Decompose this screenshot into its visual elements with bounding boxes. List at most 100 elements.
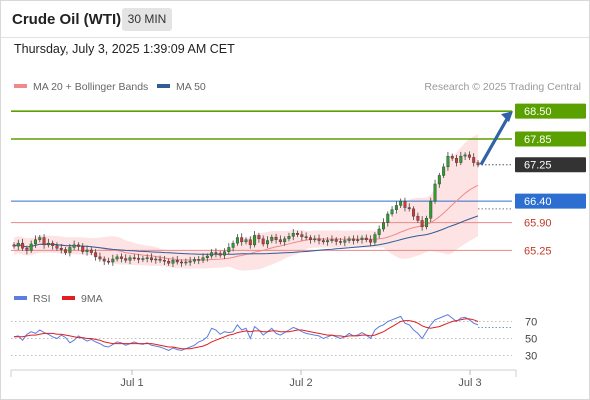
candle-body [472, 157, 476, 163]
candle-body [12, 244, 16, 247]
candle [205, 253, 209, 262]
level-label-support: 65.90 [524, 218, 552, 230]
rsi-level-label: 50 [525, 334, 537, 346]
legend-item-1: MA 50 [157, 81, 206, 93]
candle-body [89, 249, 93, 253]
rsi-legend-item-1: 9MA [62, 293, 103, 305]
candle-body [386, 213, 390, 223]
candle [29, 240, 33, 253]
rsi-legend-label: RSI [33, 293, 51, 305]
candle-body [68, 247, 72, 253]
candle-body [42, 237, 46, 246]
candle-body [326, 240, 330, 243]
candle-body [175, 260, 179, 263]
candle [46, 238, 50, 248]
candle [158, 255, 162, 263]
candle [442, 163, 446, 178]
level-label-current: 67.25 [515, 157, 586, 173]
candle-body [210, 252, 214, 257]
candle-body [429, 200, 433, 219]
candle-body [137, 257, 141, 260]
candle-body [330, 239, 334, 241]
level-label-resistance: 67.85 [515, 131, 586, 147]
candle-body [128, 257, 132, 261]
candle [111, 254, 115, 266]
candle [162, 256, 166, 265]
candle [463, 152, 467, 160]
candle [102, 256, 106, 265]
candle [356, 235, 360, 244]
candle [188, 256, 192, 266]
candle-body [188, 260, 192, 263]
candle-body [291, 233, 295, 237]
candle [115, 254, 119, 262]
candle-body [360, 237, 364, 240]
candle [167, 258, 171, 266]
candle [437, 172, 441, 188]
candle [459, 151, 463, 166]
candle-body [107, 260, 110, 263]
candle-body [399, 200, 403, 206]
candle-body [287, 236, 291, 240]
candle [38, 235, 42, 243]
candle-body [34, 239, 37, 245]
candle [412, 206, 416, 220]
candle-body [283, 238, 287, 243]
candle [180, 259, 184, 267]
candle [446, 151, 450, 171]
candle [287, 232, 291, 242]
candle-body [403, 200, 407, 208]
candle-body [278, 239, 282, 243]
candle [266, 236, 269, 248]
level-label-text: 65.90 [524, 218, 552, 230]
instrument-title: Crude Oil (WTI) [12, 11, 122, 28]
candle-body [205, 255, 209, 258]
candle-body [364, 237, 368, 240]
candle [429, 197, 433, 223]
level-label-support: 65.25 [524, 245, 552, 257]
candle-body [141, 258, 145, 260]
candle [253, 231, 257, 248]
candle [347, 236, 351, 244]
x-tick-label: Jul 1 [120, 377, 143, 389]
candle [214, 248, 218, 258]
candle [343, 236, 347, 247]
candle [300, 231, 304, 241]
candle-body [111, 258, 115, 263]
candlesticks [12, 151, 480, 268]
candle-body [248, 239, 252, 246]
candle-body [124, 258, 128, 261]
candle [416, 212, 420, 223]
candle-body [64, 249, 68, 253]
legend-label: MA 50 [176, 81, 206, 93]
candle-body [55, 245, 59, 249]
rsi-panel: RSI 9MA 70 50 30 [11, 293, 537, 363]
candle [197, 256, 201, 265]
candle [94, 249, 98, 261]
candle-body [416, 215, 420, 221]
candle [141, 256, 145, 262]
candle-body [38, 237, 42, 240]
candle [231, 240, 235, 252]
timeframe-button[interactable]: 30 MIN [122, 8, 172, 31]
candle [257, 232, 261, 243]
candle-body [214, 252, 218, 254]
rsi-ma-line [14, 318, 479, 350]
candle [89, 247, 93, 256]
candle-body [192, 259, 196, 262]
candle [390, 206, 394, 217]
candle-body [442, 166, 446, 176]
candle-body [98, 256, 102, 260]
candle-body [390, 209, 394, 215]
candle [420, 216, 424, 231]
candle [201, 253, 205, 263]
legend-swatch [157, 84, 170, 88]
rsi-level-label: 70 [525, 317, 537, 329]
candle-body [467, 154, 471, 158]
candle [81, 243, 85, 255]
candle [476, 160, 480, 168]
rsi-legend-label: 9MA [81, 293, 103, 305]
x-tick-label: Jul 3 [458, 377, 481, 389]
candle [278, 235, 282, 245]
rsi-line [13, 314, 479, 351]
